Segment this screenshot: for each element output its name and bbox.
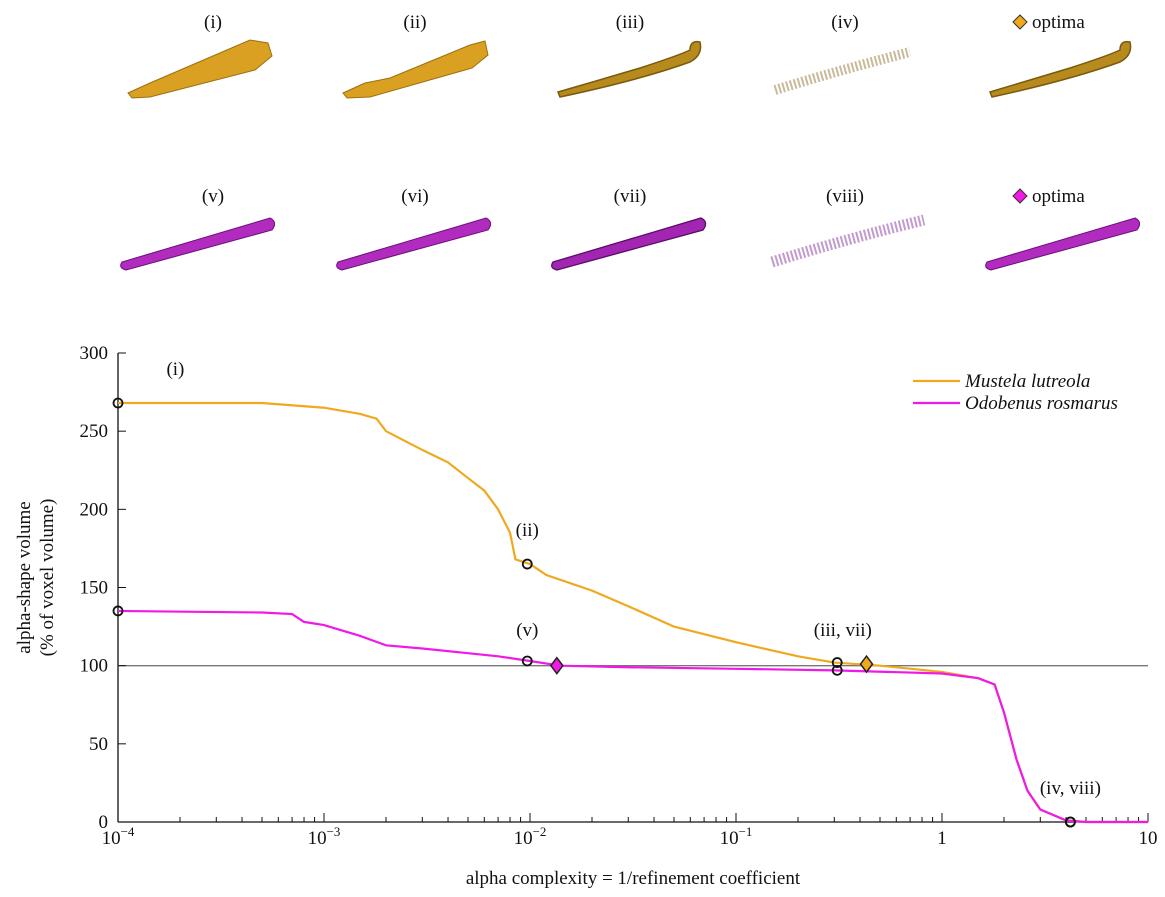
panel-label: (viii): [826, 186, 864, 207]
y-tick-label: 100: [80, 656, 109, 677]
y-tick-label: 250: [80, 421, 109, 442]
point-marker: [1064, 816, 1076, 828]
x-tick-exponent: −2: [533, 824, 547, 839]
panel-label: (ii): [403, 12, 426, 33]
y-tick-label: 300: [80, 343, 109, 364]
y-axis-label: (% of voxel volume): [37, 499, 58, 657]
panel-label: optima: [1032, 186, 1085, 207]
x-tick-label: 1: [937, 828, 947, 849]
y-axis-label: alpha-shape volume: [14, 501, 35, 653]
y-tick-label: 50: [89, 734, 108, 755]
panel-label: (i): [204, 12, 222, 33]
optima-icon: [1012, 14, 1028, 30]
x-tick-base: 10: [514, 828, 533, 849]
specimen-image: [336, 217, 492, 271]
panel-label: optima: [1032, 12, 1085, 33]
specimen-image: [342, 40, 489, 99]
specimen-image: [556, 40, 702, 98]
specimen-panels: [120, 14, 1141, 271]
specimen-image: [127, 39, 273, 99]
optimum-marker: [859, 654, 874, 674]
panel-label: (iv): [831, 12, 858, 33]
legend-label: Mustela lutreola: [964, 371, 1090, 392]
x-tick-label: 10−2: [514, 824, 547, 849]
point-marker: [831, 664, 843, 676]
point-marker: [112, 605, 124, 617]
x-tick-base: 10: [308, 828, 327, 849]
panel-label: (vi): [401, 186, 428, 207]
plot: (i) (ii) (iii) (iv) optima (v) (vi) (vii) (viii)…: [14, 12, 1158, 889]
panel-label: (iii): [616, 12, 645, 33]
optimum-marker: [549, 656, 564, 675]
legend-label: Odobenus rosmarus: [965, 393, 1118, 414]
point-marker: [521, 558, 533, 570]
point-marker: [521, 655, 533, 667]
point-marker: [112, 397, 124, 409]
x-tick-label: 10−3: [308, 824, 341, 849]
annotation: (iv, viii): [1040, 778, 1101, 799]
optima-icon: [1012, 188, 1028, 204]
annotation: (ii): [516, 520, 539, 541]
x-tick-exponent: −3: [327, 824, 341, 839]
x-tick-base: 10: [102, 828, 121, 849]
y-tick-label: 200: [80, 499, 109, 520]
specimen-image: [120, 217, 276, 271]
x-tick-label: 10−4: [102, 824, 135, 849]
annotation: (v): [516, 620, 538, 641]
specimen-image: [988, 40, 1132, 98]
x-axis-label: alpha complexity = 1/refinement coeffici…: [466, 868, 801, 889]
x-tick-base: 10: [720, 828, 739, 849]
x-tick-label: 10−1: [720, 824, 753, 849]
specimen-image: [551, 217, 707, 271]
x-tick-exponent: −1: [739, 824, 753, 839]
y-tick-label: 0: [99, 812, 109, 833]
x-tick-exponent: −4: [121, 824, 135, 839]
annotation: (i): [166, 359, 184, 380]
specimen-image: [773, 47, 912, 95]
x-tick-label: 10: [1139, 828, 1158, 849]
specimen-image: [985, 217, 1141, 271]
point-marker: [831, 657, 843, 668]
y-tick-label: 150: [80, 578, 109, 599]
panel-label: (v): [202, 186, 224, 207]
specimen-image: [770, 214, 926, 268]
series-line: [117, 609, 1148, 824]
panel-label: (vii): [614, 186, 647, 207]
annotation: (iii, vii): [814, 620, 872, 641]
